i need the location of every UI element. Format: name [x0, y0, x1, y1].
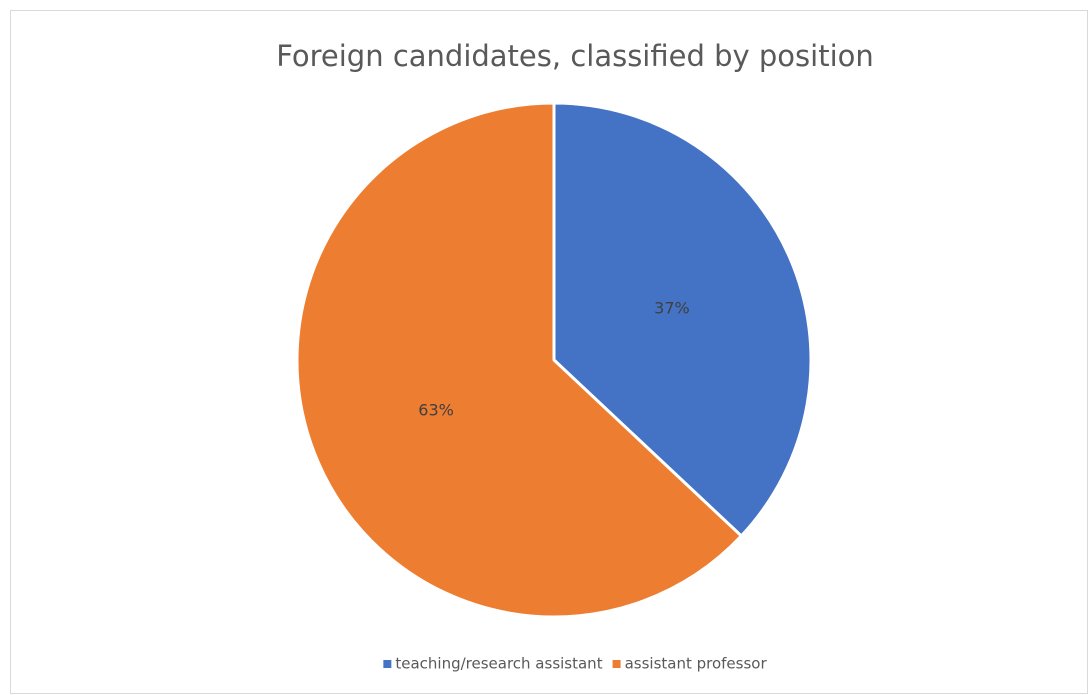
legend-label: assistant professor — [625, 655, 768, 673]
chart-title: Foreign candidates, classified by positi… — [276, 39, 874, 73]
pie-slice — [552, 101, 813, 538]
pie-slice — [295, 101, 743, 619]
legend-swatch — [383, 660, 392, 668]
legend-swatch — [612, 660, 621, 668]
data-label: 37% — [654, 298, 690, 317]
data-label: 63% — [418, 401, 454, 420]
legend-label: teaching/research assistant — [395, 655, 602, 673]
